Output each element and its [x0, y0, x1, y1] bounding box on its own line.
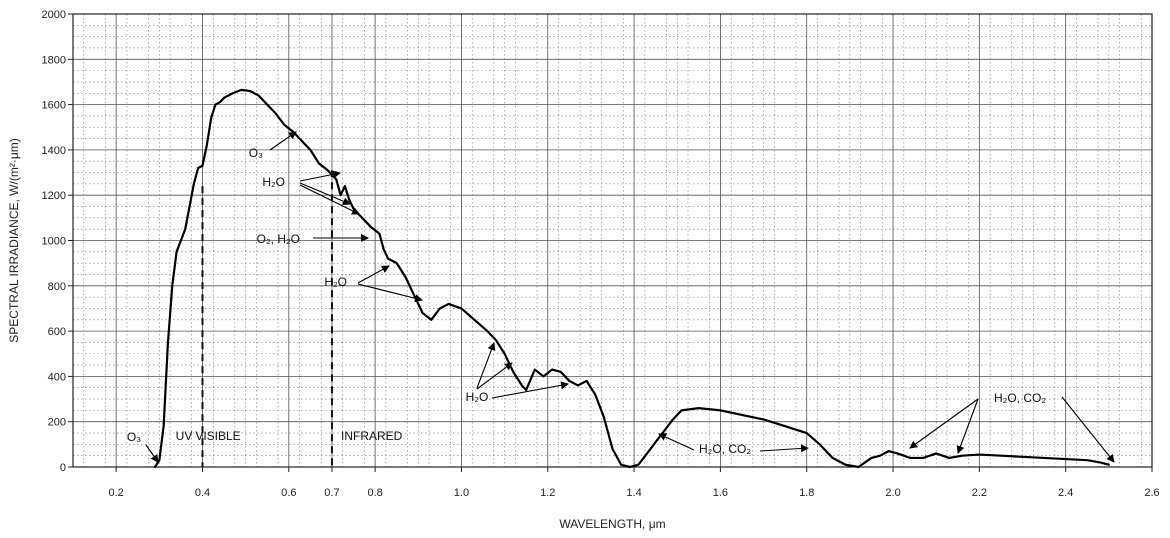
annotation-label: UV	[176, 429, 193, 443]
annotation-arrow	[658, 433, 695, 451]
x-tick-label: 1.6	[713, 487, 728, 499]
y-tick-label: 1000	[42, 236, 66, 248]
annotation-arrow	[759, 444, 809, 453]
x-tick-label: 2.6	[1144, 487, 1159, 499]
annotation-label: H₂O	[466, 390, 489, 404]
annotation-arrow	[491, 381, 569, 399]
annotation-label: H₂O	[324, 275, 347, 289]
annotation-labels: O₃ UV VISIBLE INFRARED O₃ H₂O O₂, H₂O H₂O H₂O H₂O…	[127, 146, 1046, 456]
annotation-arrow	[956, 398, 979, 454]
annotation-label: H₂O, CO₂	[699, 442, 751, 456]
annotation-arrow	[909, 398, 979, 449]
y-tick-label: 200	[48, 417, 66, 429]
annotation-label: O₂, H₂O	[257, 232, 300, 246]
x-tick-label: 1.0	[454, 487, 469, 499]
annotation-arrow	[299, 182, 351, 205]
x-tick-label: 2.2	[972, 487, 987, 499]
x-tick-label: 0.7	[324, 487, 339, 499]
x-tick-label: 0.4	[195, 487, 210, 499]
annotation-arrow	[476, 342, 496, 389]
annotation-arrows	[145, 131, 1115, 463]
annotation-label: VISIBLE	[195, 429, 240, 443]
x-tick-label: 2.0	[885, 487, 900, 499]
x-tick-label: 0.6	[281, 487, 296, 499]
y-tick-label: 1400	[42, 145, 66, 157]
annotation-arrow	[1061, 396, 1115, 463]
y-axis-title: SPECTRAL IRRADIANCE, W/(m²·μm)	[7, 138, 21, 342]
annotation-arrow	[299, 184, 360, 215]
y-tick-label: 1600	[42, 100, 66, 112]
annotation-arrow	[145, 444, 159, 463]
x-tick-label: 0.8	[367, 487, 382, 499]
y-tick-label: 1800	[42, 54, 66, 66]
y-tick-label: 2000	[42, 9, 66, 21]
y-tick-label: 400	[48, 371, 66, 383]
x-tick-label: 1.2	[540, 487, 555, 499]
y-tick-label: 600	[48, 326, 66, 338]
x-tick-label: 1.4	[626, 487, 641, 499]
y-tick-label: 0	[60, 462, 66, 474]
y-tick-label: 1200	[42, 190, 66, 202]
annotation-arrow	[476, 362, 513, 390]
minor-gridlines	[73, 14, 1153, 467]
annotation-label: O₃	[249, 146, 263, 160]
x-tick-label: 1.8	[799, 487, 814, 499]
x-axis-title: WAVELENGTH, μm	[559, 517, 665, 531]
y-tick-label: 800	[48, 281, 66, 293]
annotation-label: INFRARED	[341, 429, 403, 443]
annotation-arrow	[299, 170, 341, 182]
series-line	[153, 88, 1110, 469]
x-tick-label: 2.4	[1058, 487, 1073, 499]
series-layer	[153, 88, 1110, 469]
annotation-arrow	[357, 265, 390, 284]
x-tick-label: 0.2	[109, 487, 124, 499]
x-axis: 0.2 0.4 0.6 0.7 0.8 1.0 1.2 1.4 1.6 1.8 2.0 2.2 2.4 2…	[109, 467, 1160, 499]
region-boundaries	[201, 170, 333, 467]
annotation-arrow	[357, 283, 423, 303]
annotation-label: H₂O	[262, 175, 285, 189]
annotation-label: O₃	[127, 430, 141, 444]
annotation-arrow	[269, 131, 297, 151]
annotation-label: H₂O, CO₂	[994, 391, 1046, 405]
y-axis: 0 200 400 600 800 1000 1200 1400 1600 1800 2000	[42, 9, 73, 474]
